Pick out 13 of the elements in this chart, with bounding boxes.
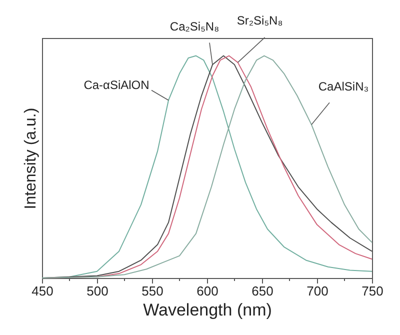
text: Sr₂Si₅N₈ bbox=[236, 13, 283, 28]
x-tick-label: 750 bbox=[362, 284, 384, 298]
x-tick-label: 650 bbox=[252, 284, 274, 298]
y-axis-title: Intensity (a.u.) bbox=[22, 108, 40, 210]
x-tick-label: 450 bbox=[32, 284, 54, 298]
series-label: CaAlSiN₃ bbox=[318, 80, 369, 94]
x-tick-label: 500 bbox=[86, 284, 108, 298]
x-tick-label: 600 bbox=[196, 284, 218, 298]
series-label: Ca₂Si₅N₈ bbox=[170, 20, 220, 34]
x-tick-label: 700 bbox=[306, 284, 328, 298]
x-axis-title: Wavelength (nm) bbox=[143, 300, 272, 320]
x-tick-label: 550 bbox=[142, 284, 164, 298]
series-label: Ca-αSiAlON bbox=[84, 78, 150, 92]
